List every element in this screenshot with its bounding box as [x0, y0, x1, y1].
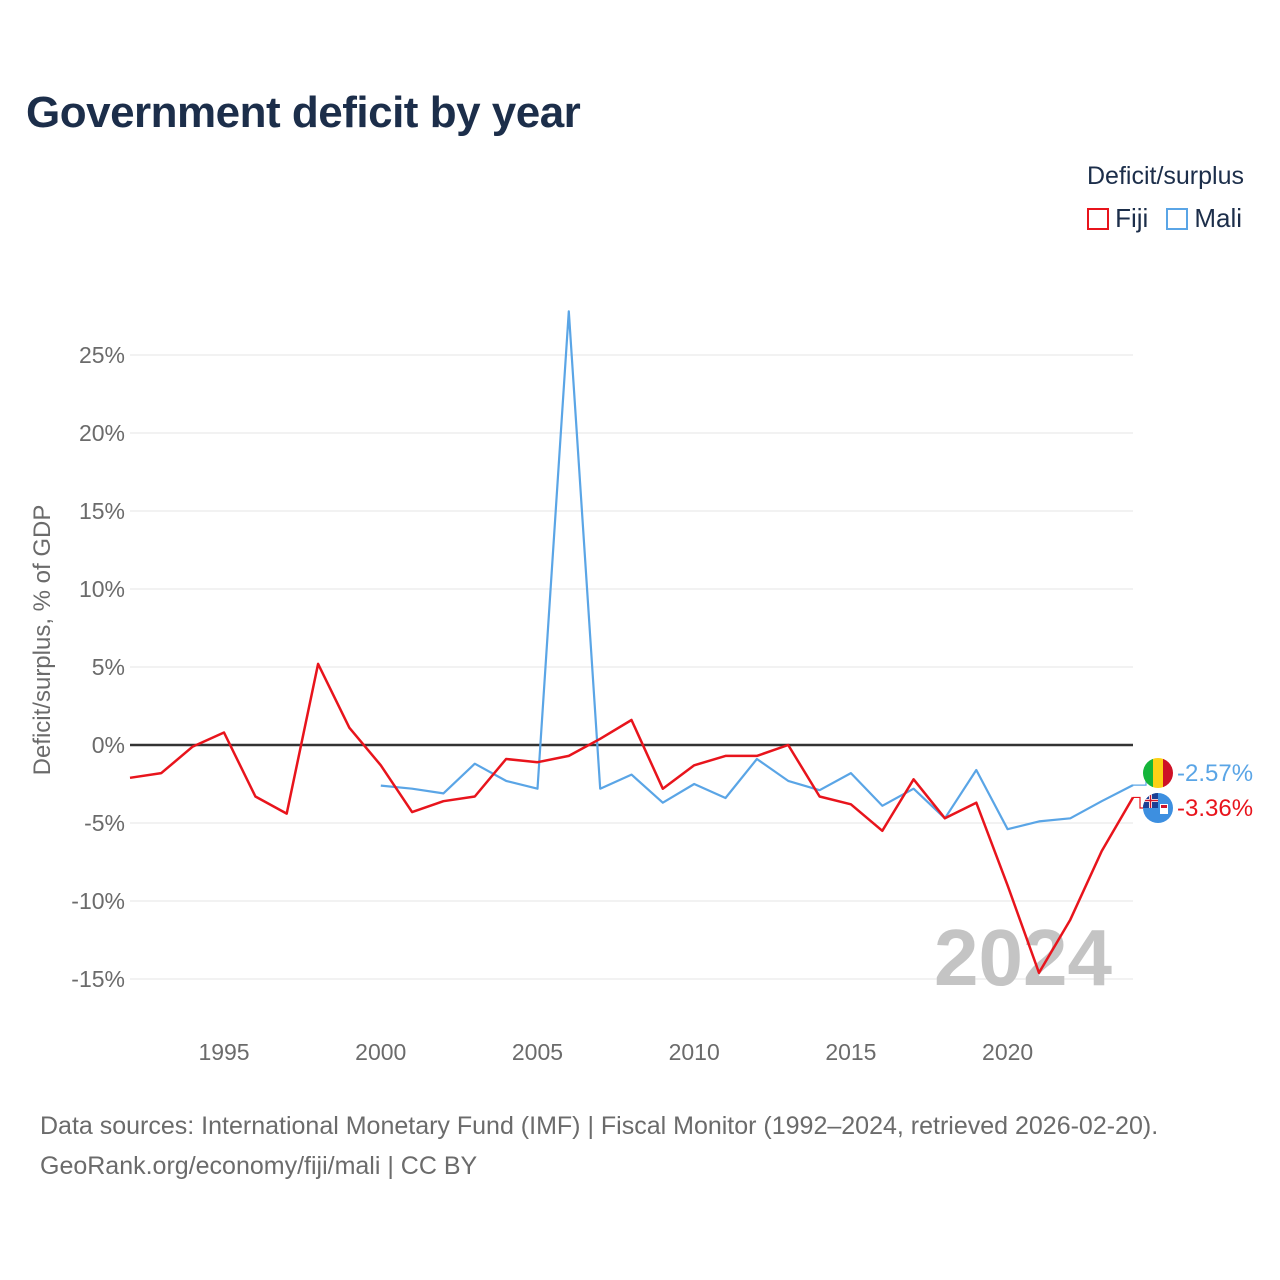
x-tick-label: 2015	[825, 1039, 876, 1065]
y-tick-label: -15%	[71, 966, 125, 992]
x-tick-labels: 1995 2000 2005 2010 2015 2020	[198, 1039, 1033, 1065]
legend: Fiji Mali	[1069, 203, 1242, 234]
fiji-flag-shield	[1160, 804, 1168, 814]
series-line-mali	[380, 310, 1134, 831]
y-tick-label: 0%	[92, 732, 125, 758]
mali-flag-red	[1163, 758, 1173, 788]
y-tick-label: 15%	[79, 498, 125, 524]
x-tick-label: 2010	[669, 1039, 720, 1065]
x-tick-label: 1995	[198, 1039, 249, 1065]
y-tick-label: 20%	[79, 420, 125, 446]
fiji-end-label: -3.36%	[1177, 795, 1253, 822]
mali-flag-yellow	[1153, 758, 1163, 788]
series-line-fiji	[129, 662, 1135, 975]
y-tick-label: 25%	[79, 342, 125, 368]
line-chart: -15% -10% -5% 0% 5% 10% 15% 20% 25% 1995 2000 2005…	[29, 310, 1253, 1065]
mali-flag-icon	[1143, 758, 1173, 788]
grid-lines	[130, 354, 1133, 980]
mali-flag-stripes	[1143, 758, 1173, 788]
source-note: Data sources: International Monetary Fun…	[40, 1106, 1158, 1186]
legend-item-mali[interactable]: Mali	[1166, 203, 1242, 234]
y-tick-label: -10%	[71, 888, 125, 914]
series-lines	[129, 310, 1135, 975]
source-line-1: Data sources: International Monetary Fun…	[40, 1112, 1159, 1140]
end-markers: -2.57% -3.36%	[1133, 758, 1253, 823]
mali-end-label: -2.57%	[1177, 760, 1253, 787]
legend-title: Deficit/surplus	[1087, 162, 1244, 190]
fiji-flag-body	[1143, 793, 1173, 823]
y-axis-title: Deficit/surplus, % of GDP	[29, 505, 56, 776]
y-tick-labels: -15% -10% -5% 0% 5% 10% 15% 20% 25%	[71, 342, 125, 992]
mali-flag-green	[1143, 758, 1153, 788]
legend-label-fiji: Fiji	[1115, 203, 1149, 233]
y-tick-label: -5%	[84, 810, 125, 836]
x-tick-label: 2020	[982, 1039, 1033, 1065]
source-line-2[interactable]: GeoRank.org/economy/fiji/mali | CC BY	[40, 1152, 478, 1180]
legend-swatch-mali	[1166, 207, 1189, 230]
x-tick-label: 2005	[512, 1039, 563, 1065]
chart-title: Government deficit by year	[26, 88, 581, 137]
legend-swatch-fiji	[1087, 207, 1110, 230]
legend-item-fiji[interactable]: Fiji	[1087, 203, 1148, 234]
fiji-flag-shield-chief	[1161, 805, 1167, 808]
y-tick-label: 10%	[79, 576, 125, 602]
y-tick-label: 5%	[92, 654, 125, 680]
fiji-flag-icon	[1143, 793, 1173, 823]
x-tick-label: 2000	[355, 1039, 406, 1065]
legend-label-mali: Mali	[1194, 203, 1242, 233]
